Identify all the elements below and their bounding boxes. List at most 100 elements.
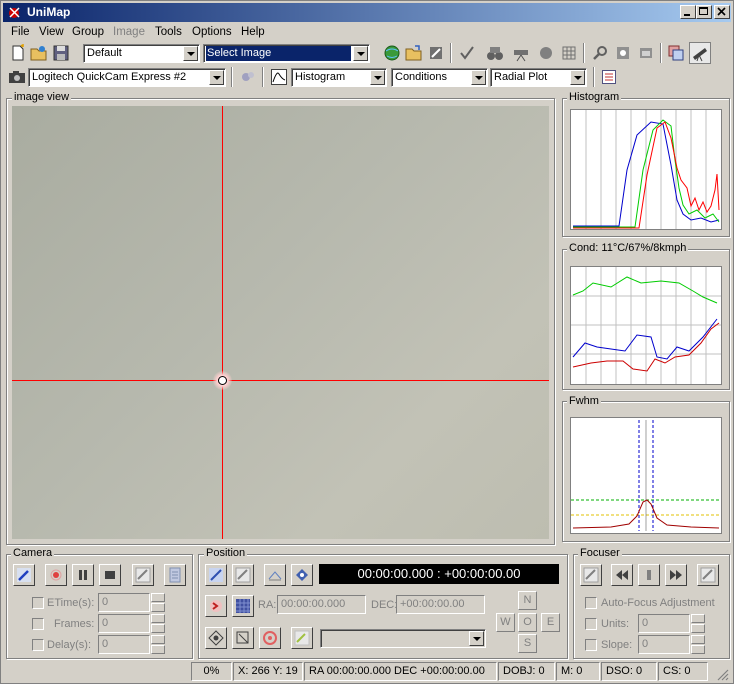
delay-spinner[interactable] [151, 635, 165, 654]
view3-select[interactable]: Radial Plot [490, 68, 587, 87]
direction-north-button[interactable]: N [518, 591, 537, 610]
frames-spinner[interactable] [151, 614, 165, 633]
delay-checkbox[interactable] [32, 639, 44, 651]
position-group [198, 554, 568, 659]
focuser-tool-button[interactable] [580, 564, 602, 586]
layers-button[interactable] [666, 43, 686, 63]
maximize-button[interactable] [696, 5, 712, 19]
open-button[interactable] [29, 43, 49, 63]
direction-east-button[interactable]: E [541, 613, 560, 632]
grid-button[interactable] [559, 43, 579, 63]
menu-image[interactable]: Image [113, 26, 145, 38]
globe-icon [384, 45, 400, 61]
camera-tool-button[interactable] [132, 564, 154, 586]
direction-west-button[interactable]: W [496, 613, 515, 632]
units-spinner[interactable] [691, 614, 705, 633]
position-goto-button[interactable] [205, 595, 227, 617]
open-folder-icon [30, 46, 47, 61]
telescope-button[interactable] [511, 43, 531, 63]
delay-input[interactable]: 0 [98, 635, 150, 654]
chevron-down-icon[interactable] [353, 46, 368, 61]
menu-group[interactable]: Group [72, 26, 104, 38]
chevron-down-icon[interactable] [469, 631, 484, 646]
fwhm-plot [570, 417, 722, 534]
slope-input[interactable]: 0 [638, 635, 690, 654]
search-button[interactable] [590, 43, 610, 63]
save-button[interactable] [51, 43, 71, 63]
camera-stop-button[interactable] [99, 564, 121, 586]
position-align-button[interactable] [232, 627, 254, 649]
units-checkbox[interactable] [585, 618, 597, 630]
image-view-canvas[interactable] [12, 106, 549, 539]
view1-select[interactable]: Histogram [291, 68, 387, 87]
conditions-label: Cond: 11°C/67%/8kmph [567, 242, 689, 254]
title-bar[interactable]: UniMap [3, 3, 731, 22]
position-home-button[interactable] [264, 564, 286, 586]
object-button[interactable] [536, 43, 556, 63]
position-grid-button[interactable] [232, 595, 254, 617]
properties-button[interactable] [613, 43, 633, 63]
position-slew-button[interactable] [291, 627, 313, 649]
status-xy: X: 266 Y: 19 [233, 662, 303, 681]
focuser-rewind-button[interactable] [611, 564, 633, 586]
units-input[interactable]: 0 [638, 614, 690, 633]
camera-button[interactable] [7, 67, 27, 87]
histogram-view-button[interactable] [269, 67, 289, 87]
focuser-forward-button[interactable] [665, 564, 687, 586]
check-button[interactable] [457, 43, 477, 63]
open-image-button[interactable] [404, 43, 424, 63]
fwhm-profile-series [572, 499, 720, 529]
slope-checkbox[interactable] [585, 639, 597, 651]
autofocus-checkbox[interactable] [585, 597, 597, 609]
conditions-green-series [572, 276, 718, 304]
globe-button[interactable] [382, 43, 402, 63]
menu-tools[interactable]: Tools [155, 26, 182, 38]
camera-settings-button[interactable] [238, 67, 258, 87]
direction-south-button[interactable]: S [518, 634, 537, 653]
close-button[interactable] [714, 5, 730, 19]
camera-pause-button[interactable] [72, 564, 94, 586]
position-sync-button[interactable] [205, 627, 227, 649]
ra-input[interactable]: 00:00:00.000 [277, 595, 366, 614]
menu-options[interactable]: Options [192, 26, 232, 38]
camera-select[interactable]: Logitech QuickCam Express #2 [28, 68, 226, 87]
position-object-select[interactable] [320, 629, 486, 648]
image-select[interactable]: Select Image [203, 44, 370, 63]
edit-button[interactable] [426, 43, 446, 63]
menu-file[interactable]: File [11, 26, 30, 38]
position-park-button[interactable] [291, 564, 313, 586]
profile-select[interactable]: Default [83, 44, 200, 63]
direction-stop-button[interactable]: O [518, 613, 537, 632]
binoculars-button[interactable] [485, 43, 505, 63]
chevron-down-icon[interactable] [471, 70, 486, 85]
position-track-button[interactable] [259, 627, 281, 649]
star-marker[interactable] [218, 376, 227, 385]
frames-input[interactable]: 0 [98, 614, 150, 633]
list-button[interactable] [599, 67, 619, 87]
etime-checkbox[interactable] [32, 597, 44, 609]
chevron-down-icon[interactable] [570, 70, 585, 85]
focuser-settings-button[interactable] [697, 564, 719, 586]
etime-input[interactable]: 0 [98, 593, 150, 612]
focuser-step-button[interactable] [638, 564, 660, 586]
camera-capture-button[interactable] [13, 564, 35, 586]
frames-checkbox[interactable] [32, 618, 44, 630]
telescope-control-button[interactable] [689, 42, 711, 64]
chevron-down-icon[interactable] [209, 70, 224, 85]
menu-view[interactable]: View [39, 26, 64, 38]
slope-spinner[interactable] [691, 635, 705, 654]
resize-grip-icon[interactable] [715, 667, 729, 681]
chevron-down-icon[interactable] [183, 46, 198, 61]
new-button[interactable] [8, 43, 28, 63]
window-button[interactable] [636, 43, 656, 63]
menu-help[interactable]: Help [241, 26, 265, 38]
dec-input[interactable]: +00:00:00.00 [396, 595, 485, 614]
chevron-down-icon[interactable] [370, 70, 385, 85]
position-target-button[interactable] [205, 564, 227, 586]
camera-info-button[interactable] [164, 564, 186, 586]
etime-spinner[interactable] [151, 593, 165, 612]
camera-record-button[interactable] [45, 564, 67, 586]
minimize-button[interactable] [680, 5, 696, 19]
position-tool-button[interactable] [232, 564, 254, 586]
view2-select[interactable]: Conditions [391, 68, 488, 87]
